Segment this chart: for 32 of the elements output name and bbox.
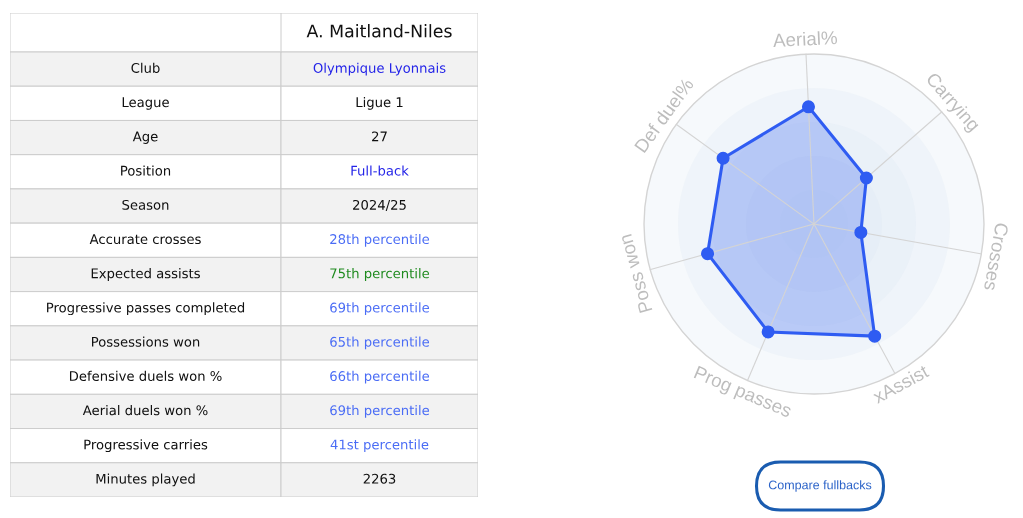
category-label: Season [122,199,169,210]
text: 65th percentile [330,336,430,350]
text: 69th percentile [330,302,430,316]
category-label: Aerial duels won % [82,405,208,416]
category-label: Age [132,131,158,144]
category-label: Position [121,165,171,176]
text: 2263 [363,473,396,484]
text: 27 [372,131,387,142]
text: 75th percentile [330,268,430,281]
category-label: Minutes played [96,473,195,487]
text: A. Maitland-Niles [306,24,452,38]
category-label: League [122,97,169,110]
spoke-label: Aerial% [772,30,838,48]
category-label: Expected assists [91,268,200,281]
category-label: Defensive duels won % [69,370,222,382]
category-label: Progressive passes completed [47,302,245,316]
text: Ligue 1 [356,96,403,110]
spoke-label: Prog passes [692,365,793,422]
text: 41st percentile [330,439,429,453]
category-label: Progressive carries [84,439,208,453]
text: Full-back [351,165,409,176]
category-label: Club [131,62,160,73]
spoke-label: Poss won [618,233,653,314]
text: 69th percentile [330,405,430,418]
text: Olympique Lyonnais [313,62,446,76]
spoke-label: Crosses [983,222,1009,292]
text: 2024/25 [353,199,406,211]
text: 66th percentile [330,370,430,384]
category-label: Possessions won [92,336,200,347]
text: Compare fullbacks [768,480,872,492]
category-label: Accurate crosses [89,234,201,245]
text: 28th percentile [330,233,430,247]
